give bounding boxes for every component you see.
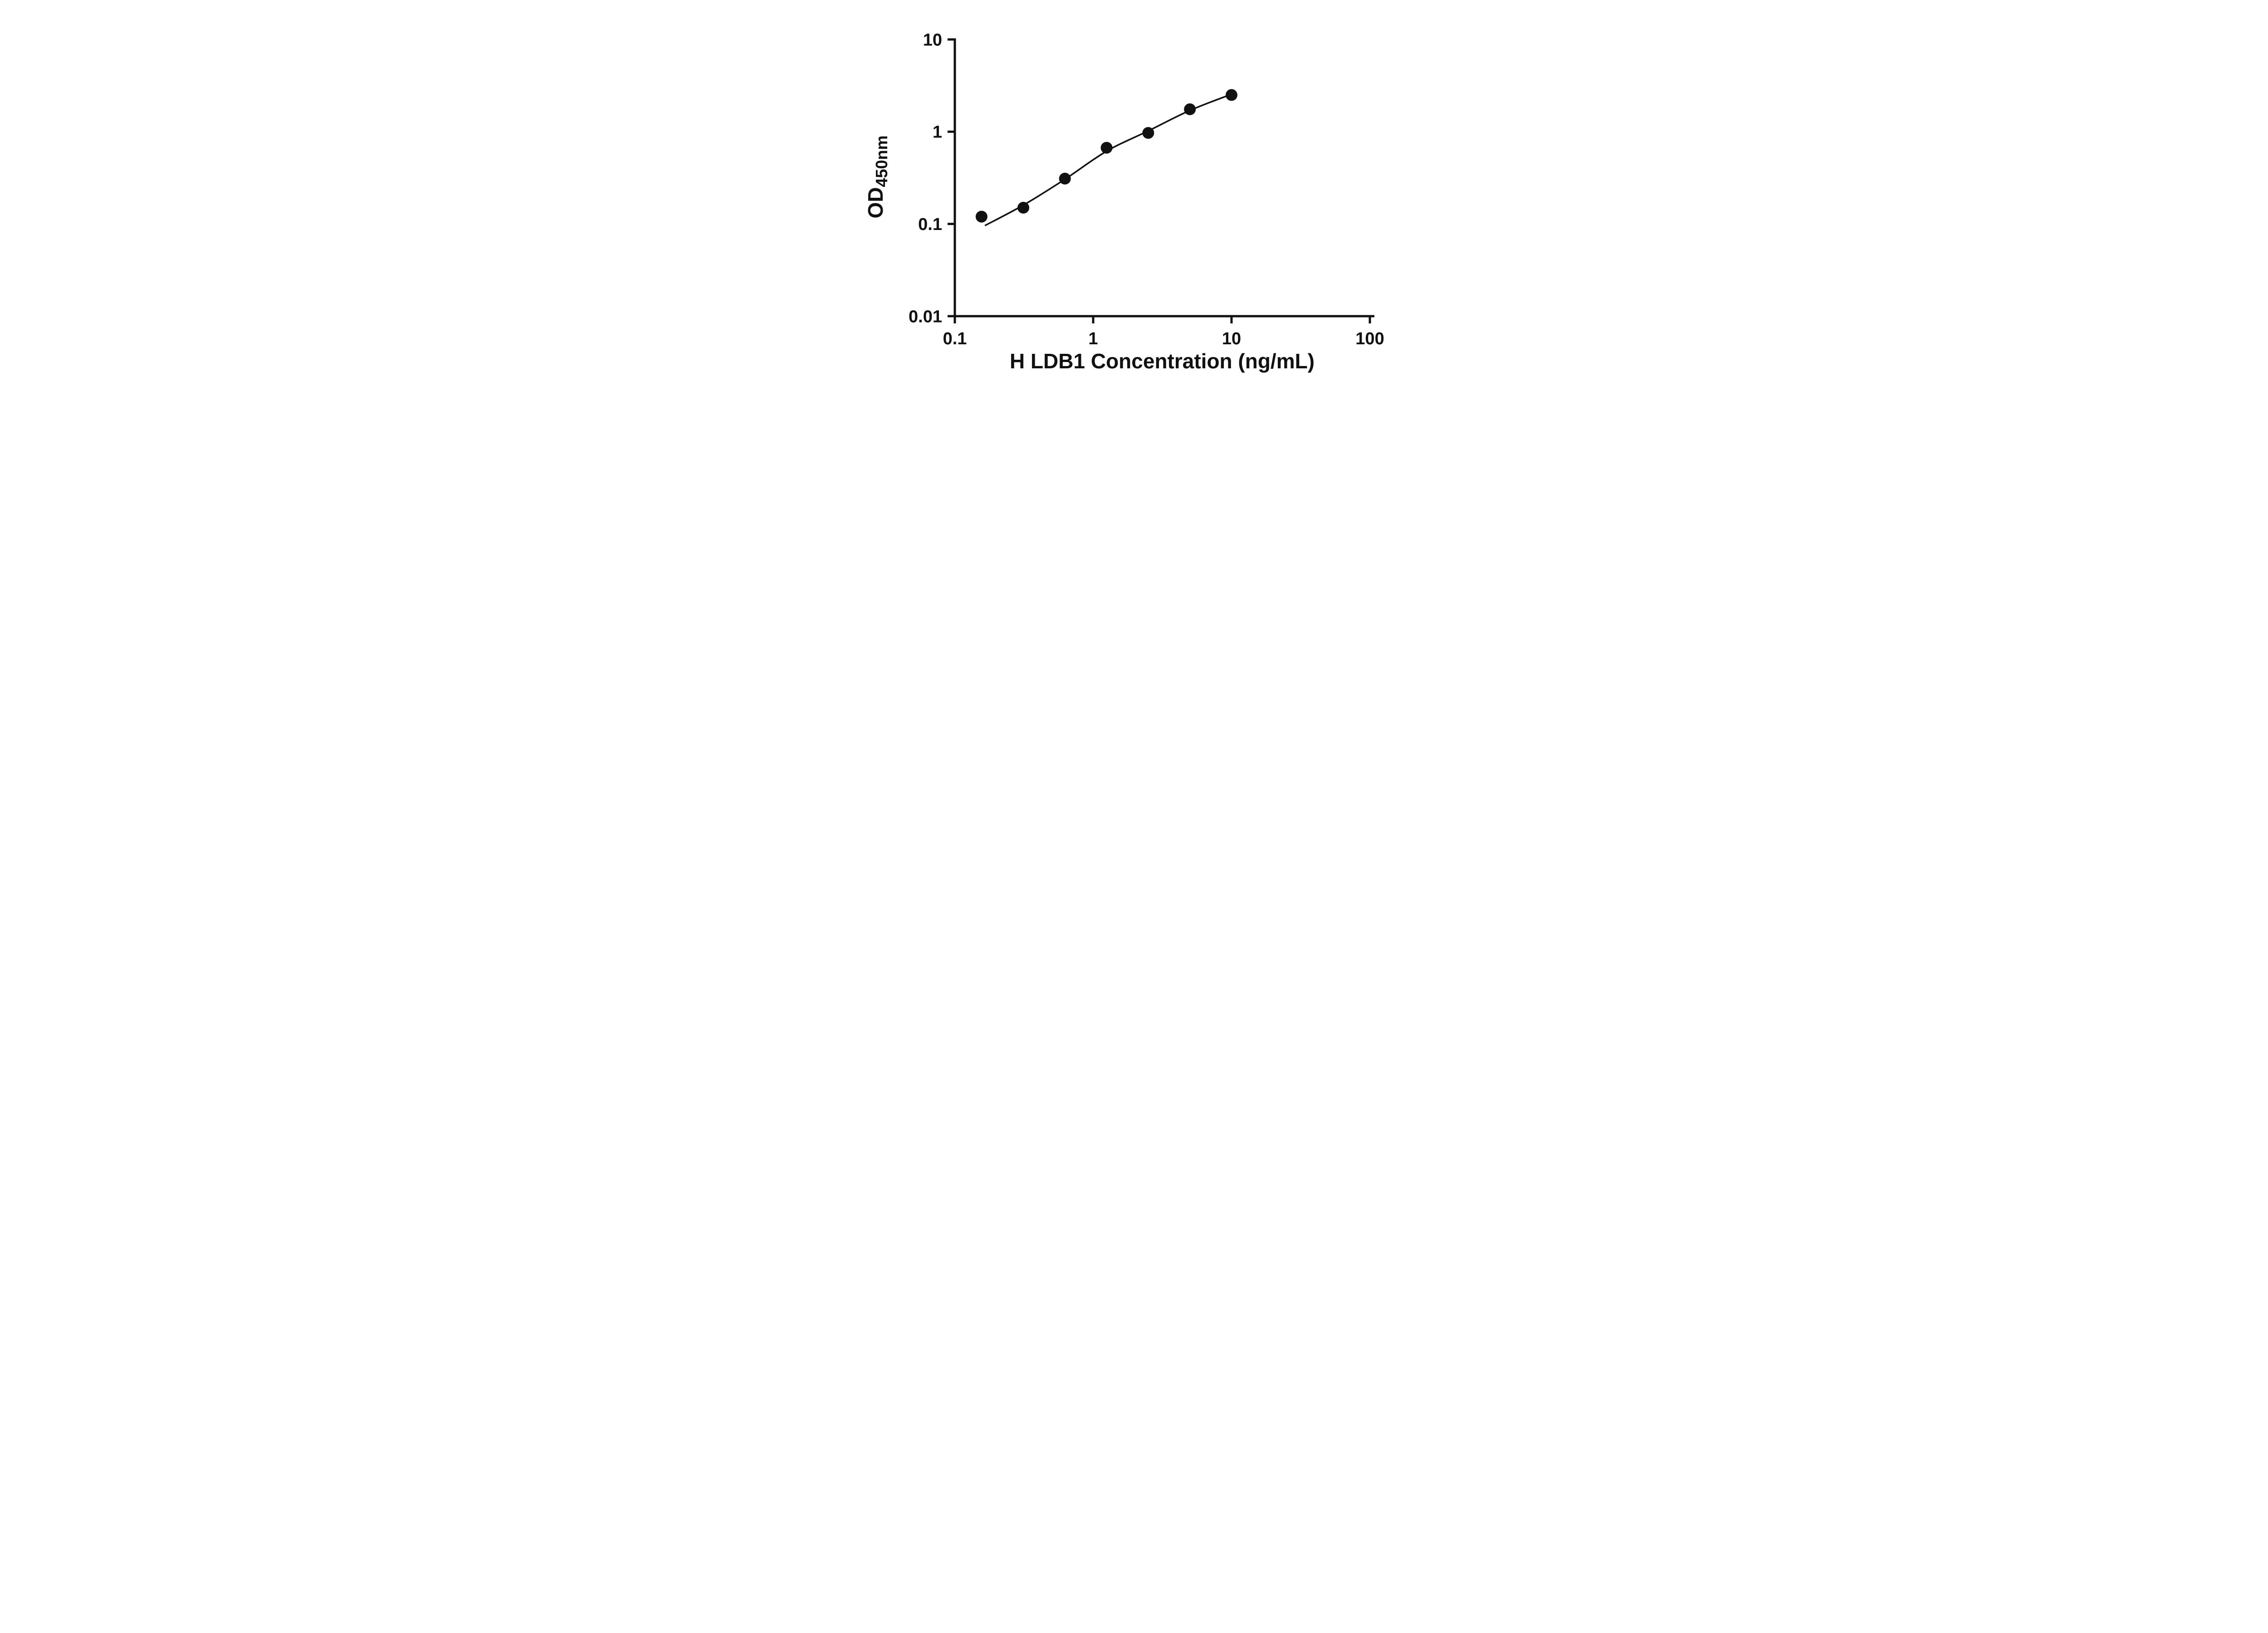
x-axis-title: H LDB1 Concentration (ng/mL): [1009, 349, 1314, 373]
data-point-marker: [1225, 89, 1237, 101]
data-point-marker: [1100, 142, 1113, 154]
y-tick-label: 0.1: [918, 215, 942, 234]
chart-canvas: H LDB1 Concentration (ng/mL) OD450nm 0.0…: [864, 30, 1384, 373]
data-point-marker: [975, 210, 987, 223]
x-tick-label: 1: [1088, 329, 1098, 348]
y-tick-label: 10: [923, 30, 942, 49]
data-point-marker: [1017, 201, 1029, 214]
y-tick-label: 0.01: [909, 307, 942, 326]
data-point-marker: [1059, 172, 1071, 185]
elisa-standard-curve-figure: H LDB1 Concentration (ng/mL) OD450nm 0.0…: [842, 0, 1426, 408]
data-point-marker: [1183, 103, 1196, 115]
y-axis-title-main: OD: [864, 187, 887, 219]
x-tick-label: 10: [1222, 329, 1241, 348]
y-axis-title-sub: 450nm: [872, 135, 891, 187]
y-axis-title: OD450nm: [864, 135, 891, 218]
data-point-marker: [1142, 127, 1154, 139]
axes-spines: [953, 38, 1374, 318]
x-tick-label: 100: [1355, 329, 1384, 348]
x-tick-label: 0.1: [943, 329, 967, 348]
y-tick-label: 1: [932, 123, 942, 142]
